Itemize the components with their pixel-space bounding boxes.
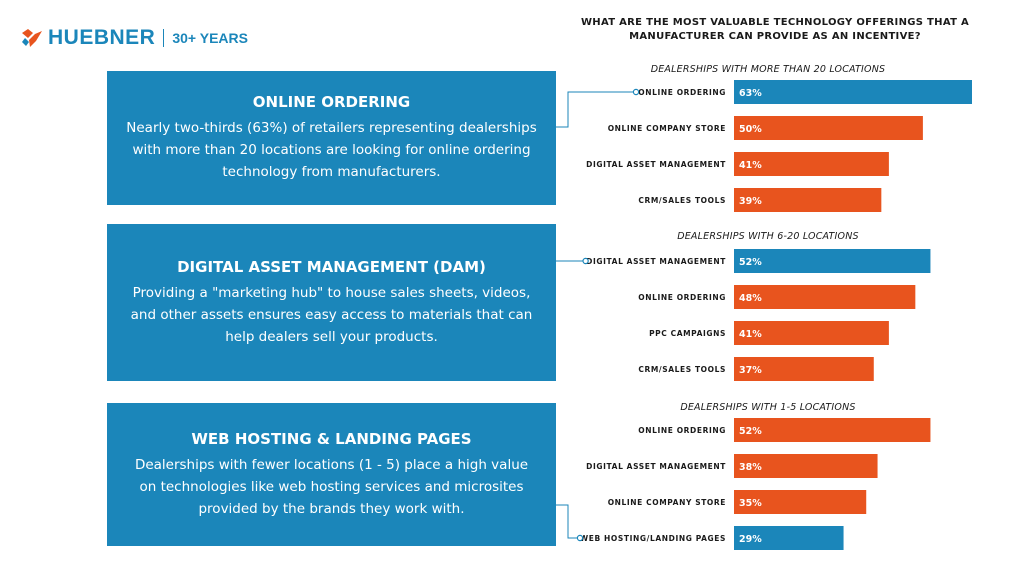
group-label: DEALERSHIPS WITH MORE THAN 20 LOCATIONS	[651, 64, 886, 75]
data-label: 52%	[739, 257, 762, 268]
bar	[734, 526, 844, 550]
category-label: CRM/SALES TOOLS	[638, 196, 726, 205]
bar	[734, 418, 931, 442]
info-box-title: WEB HOSTING & LANDING PAGES	[191, 429, 472, 448]
info-box-digital-asset-management: DIGITAL ASSET MANAGEMENT (DAM) Providing…	[107, 224, 556, 381]
bar	[734, 116, 923, 140]
huebner-logo-icon	[22, 29, 42, 47]
category-label: PPC CAMPAIGNS	[649, 329, 726, 338]
category-label: DIGITAL ASSET MANAGEMENT	[586, 462, 726, 471]
data-label: 63%	[739, 88, 762, 99]
data-label: 50%	[739, 124, 762, 135]
data-label: 29%	[739, 534, 762, 545]
data-label: 41%	[739, 160, 762, 171]
huebner-logo: HUEBNER 30+ YEARS	[20, 26, 248, 49]
connector-dot	[582, 257, 589, 265]
info-box-online-ordering: ONLINE ORDERING Nearly two-thirds (63%) …	[107, 71, 556, 205]
category-label: ONLINE ORDERING	[638, 88, 726, 97]
info-box-body: Providing a "marketing hub" to house sal…	[130, 284, 533, 345]
connector-dot	[576, 534, 584, 542]
category-label: DIGITAL ASSET MANAGEMENT	[586, 257, 726, 266]
info-box-body: Dealerships with fewer locations (1 - 5)…	[134, 456, 529, 517]
bar	[734, 490, 867, 514]
connector-dot	[632, 88, 640, 96]
group-label: DEALERSHIPS WITH 1-5 LOCATIONS	[680, 402, 855, 413]
data-label: 38%	[739, 462, 762, 473]
bar	[734, 152, 889, 176]
bar	[734, 80, 972, 104]
data-label: 48%	[739, 293, 762, 304]
info-box-web-hosting: WEB HOSTING & LANDING PAGES Dealerships …	[107, 403, 556, 546]
info-box-title: DIGITAL ASSET MANAGEMENT (DAM)	[177, 257, 486, 276]
category-label: WEB HOSTING/LANDING PAGES	[580, 534, 726, 543]
category-label: ONLINE ORDERING	[638, 293, 726, 302]
logo-name: HUEBNER	[48, 26, 156, 49]
category-label: ONLINE COMPANY STORE	[608, 498, 726, 507]
info-box-body: Nearly two-thirds (63%) of retailers rep…	[126, 120, 537, 180]
category-label: CRM/SALES TOOLS	[638, 365, 726, 374]
logo-years: 30+ YEARS	[172, 30, 248, 46]
bar	[734, 188, 882, 212]
data-label: 39%	[739, 196, 762, 207]
data-label: 52%	[739, 426, 762, 437]
data-label: 37%	[739, 365, 762, 376]
data-label: 35%	[739, 498, 762, 509]
bar	[734, 249, 931, 273]
bar	[734, 454, 878, 478]
bar	[734, 285, 916, 309]
category-label: ONLINE ORDERING	[638, 426, 726, 435]
bar	[734, 357, 874, 381]
connector-line	[556, 91, 634, 128]
bar	[734, 321, 889, 345]
data-label: 41%	[739, 329, 762, 340]
category-label: DIGITAL ASSET MANAGEMENT	[586, 160, 726, 169]
connector-line	[556, 504, 578, 539]
chart-title: WHAT ARE THE MOST VALUABLE TECHNOLOGY OF…	[580, 17, 970, 42]
group-label: DEALERSHIPS WITH 6-20 LOCATIONS	[677, 231, 859, 242]
logo-divider	[163, 29, 165, 47]
category-label: ONLINE COMPANY STORE	[608, 124, 726, 133]
info-box-title: ONLINE ORDERING	[252, 93, 411, 111]
